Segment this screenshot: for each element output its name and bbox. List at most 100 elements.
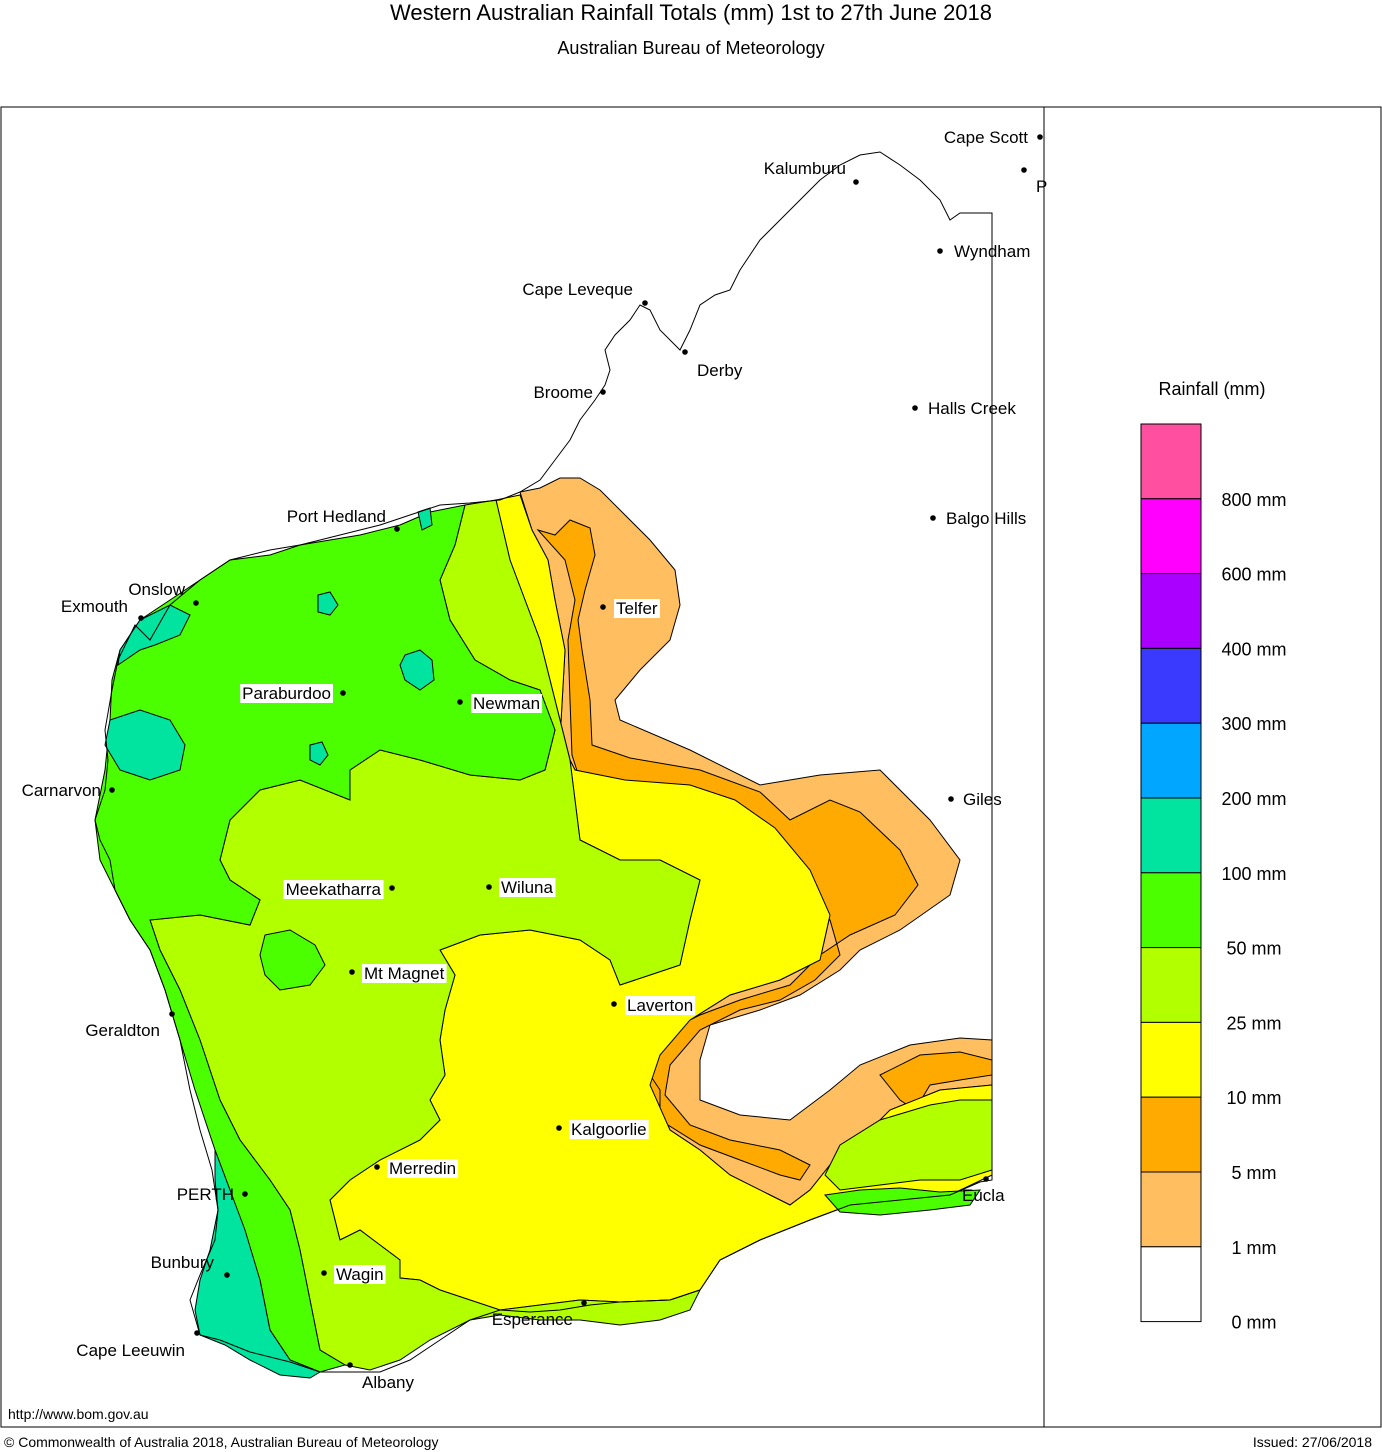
- map-title: Western Australian Rainfall Totals (mm) …: [389, 0, 993, 25]
- place-label: Wagin: [336, 1265, 384, 1284]
- place-marker: Derby: [682, 349, 743, 380]
- place-dot: [948, 796, 954, 802]
- legend-title: Rainfall (mm): [1158, 379, 1265, 399]
- place-dot: [394, 526, 400, 532]
- place-label: P: [1036, 177, 1047, 196]
- place-marker: Wiluna: [486, 878, 556, 897]
- place-dot: [194, 1330, 200, 1336]
- place-dot: [642, 300, 648, 306]
- place-marker: Eucla: [962, 1176, 1005, 1205]
- place-marker: Carnarvon: [22, 781, 115, 800]
- place-label-box: [625, 996, 696, 1015]
- place-marker: P: [1021, 167, 1047, 196]
- place-label: Wiluna: [501, 878, 554, 897]
- place-dot: [374, 1164, 380, 1170]
- place-label: Carnarvon: [22, 781, 101, 800]
- legend-swatch: [1140, 797, 1202, 874]
- place-dot: [1037, 134, 1043, 140]
- place-label: Kalumburu: [764, 159, 846, 178]
- place-marker: Cape Leeuwin: [76, 1330, 200, 1360]
- legend-swatch: [1140, 872, 1202, 949]
- place-label-box: [569, 1120, 649, 1139]
- place-label: Merredin: [389, 1159, 456, 1178]
- place-marker: Wagin: [321, 1265, 386, 1284]
- place-label-box: [387, 1159, 459, 1178]
- legend-label: 10 mm: [1226, 1088, 1281, 1108]
- place-label: Geraldton: [85, 1021, 160, 1040]
- place-dot: [169, 1011, 175, 1017]
- place-dot: [109, 787, 115, 793]
- footer-url[interactable]: http://www.bom.gov.au: [8, 1406, 149, 1422]
- map-subtitle: Australian Bureau of Meteorology: [557, 38, 825, 58]
- place-label-box: [499, 878, 556, 897]
- place-dot: [486, 884, 492, 890]
- place-dot: [224, 1272, 230, 1278]
- zone-100mm-perth: [194, 1149, 322, 1379]
- place-label: Laverton: [627, 996, 693, 1015]
- zone-100mm-newman-w: [399, 649, 435, 691]
- legend-label: 200 mm: [1221, 789, 1286, 809]
- legend-label: 400 mm: [1221, 639, 1286, 659]
- place-label: Wyndham: [954, 242, 1030, 261]
- place-marker: Albany: [347, 1362, 414, 1392]
- place-dot: [242, 1191, 248, 1197]
- place-label: Cape Leeuwin: [76, 1341, 185, 1360]
- legend: Rainfall (mm) 800 mm 600 mm 400 mm 300 mm 20…: [1140, 379, 1287, 1333]
- place-dot: [556, 1125, 562, 1131]
- place-label: Broome: [533, 383, 593, 402]
- zone-50mm-eucla: [824, 1187, 981, 1216]
- place-dot: [611, 1001, 617, 1007]
- rainfall-map: Rainfall (mm) 800 mm 600 mm 400 mm 300 mm 20…: [0, 106, 1382, 1428]
- place-marker: PERTH: [177, 1185, 248, 1204]
- legend-label: 100 mm: [1221, 864, 1286, 884]
- footer-issued: Issued: 27/06/2018: [1252, 1434, 1372, 1450]
- place-dot: [853, 179, 859, 185]
- place-label-box: [334, 1265, 386, 1284]
- places: Cape Scott Kalumburu Wyndham Cape Leveque De…: [22, 128, 1048, 1392]
- legend-label: 25 mm: [1226, 1013, 1281, 1033]
- place-label: Mt Magnet: [364, 964, 445, 983]
- place-label: Derby: [697, 361, 743, 380]
- legend-label: 0 mm: [1232, 1313, 1277, 1333]
- place-label: Telfer: [616, 599, 658, 618]
- place-label: Meekatharra: [286, 880, 382, 899]
- legend-swatch: [1140, 1096, 1202, 1173]
- legend-label: 600 mm: [1221, 565, 1286, 585]
- place-marker: Wyndham: [937, 242, 1030, 261]
- legend-label: 50 mm: [1226, 939, 1281, 959]
- legend-swatch: [1140, 1021, 1202, 1098]
- place-marker: Bunbury: [151, 1253, 230, 1278]
- place-marker: Telfer: [600, 599, 660, 618]
- place-dot: [193, 600, 199, 606]
- place-dot: [349, 969, 355, 975]
- legend-swatch: [1140, 647, 1202, 724]
- legend-label: 300 mm: [1221, 714, 1286, 734]
- place-label: Kalgoorlie: [571, 1120, 647, 1139]
- place-marker: Laverton: [611, 996, 696, 1015]
- place-label: Cape Leveque: [522, 280, 633, 299]
- place-marker: Balgo Hills: [930, 509, 1026, 528]
- place-marker: Geraldton: [85, 1011, 175, 1040]
- place-label: Albany: [362, 1373, 414, 1392]
- place-label-box: [283, 880, 384, 899]
- place-dot: [389, 885, 395, 891]
- footer-copyright: © Commonwealth of Australia 2018, Austra…: [4, 1434, 439, 1450]
- place-dot: [983, 1176, 989, 1182]
- place-label: Newman: [473, 694, 540, 713]
- place-marker: Broome: [533, 383, 606, 402]
- rainfall-contours: [94, 477, 993, 1379]
- legend-swatch: [1140, 947, 1202, 1023]
- legend-label: 800 mm: [1221, 490, 1286, 510]
- place-dot: [912, 405, 918, 411]
- legend-label: 1 mm: [1232, 1238, 1277, 1258]
- legend-swatch: [1140, 498, 1202, 575]
- zone-25mm-esperance-east: [824, 1099, 993, 1191]
- place-marker: Giles: [948, 790, 1002, 809]
- place-marker: Onslow: [128, 580, 199, 606]
- place-marker: Port Hedland: [287, 507, 400, 532]
- place-label: Cape Scott: [944, 128, 1028, 147]
- place-label: Exmouth: [61, 597, 128, 616]
- legend-swatch: [1140, 423, 1202, 500]
- coastline: [94, 151, 993, 1373]
- zone-100mm-pb: [317, 591, 339, 616]
